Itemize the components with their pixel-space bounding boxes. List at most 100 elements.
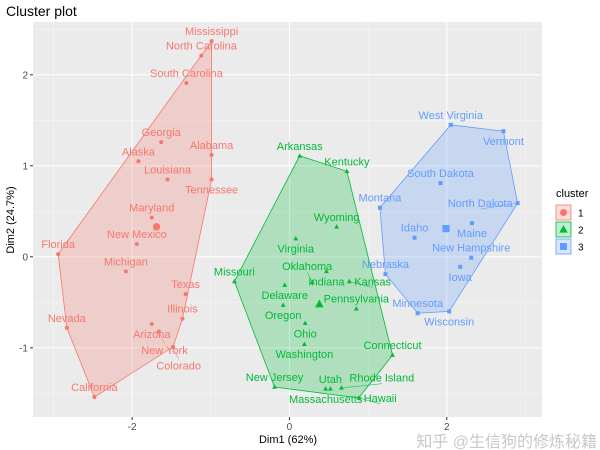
- point-marker: [282, 282, 288, 287]
- point-marker: [469, 221, 474, 226]
- point-marker: [165, 177, 170, 182]
- point-label: Idaho: [401, 223, 429, 235]
- y-tick-label: 1: [22, 161, 28, 172]
- point-marker: [346, 278, 352, 284]
- point-label: Washington: [276, 349, 334, 361]
- point-marker: [293, 236, 299, 241]
- label-leader-line: [480, 202, 518, 210]
- point-marker: [209, 152, 214, 157]
- cluster-3-centroid: [442, 225, 450, 233]
- legend-key-2-icon: [559, 224, 568, 233]
- label-leader-line: [172, 346, 179, 360]
- point-label: Colorado: [156, 360, 201, 372]
- point-label: Nevada: [48, 313, 87, 325]
- point-label: North Dakota: [448, 198, 514, 210]
- point-label: South Dakota: [407, 168, 475, 180]
- grid: [33, 22, 542, 417]
- point-marker: [134, 242, 139, 247]
- point-label: Connecticut: [363, 340, 421, 352]
- point-marker: [353, 306, 359, 311]
- point-marker: [209, 177, 214, 182]
- point-label: Tennessee: [185, 184, 238, 196]
- label-leader-line: [341, 383, 382, 389]
- point-marker: [272, 384, 277, 389]
- label-leader-line: [158, 331, 165, 345]
- legend-label: 3: [578, 243, 584, 254]
- axis-ticks: -2 0 2 -1 0 1 2: [19, 70, 450, 433]
- legend-key-3-icon: [560, 243, 567, 250]
- point-marker: [184, 80, 189, 85]
- point-marker: [136, 159, 141, 164]
- point-label: Ohio: [294, 328, 317, 340]
- point-label: Kentucky: [324, 156, 370, 168]
- point-label: South Carolina: [150, 68, 224, 80]
- point-marker: [123, 269, 128, 274]
- point-label: Oregon: [265, 310, 302, 322]
- legend: cluster 1 2 3: [555, 188, 589, 255]
- point-marker: [323, 386, 329, 391]
- point-label: North Carolina: [166, 41, 238, 53]
- point-label: Georgia: [142, 127, 182, 139]
- point-marker: [412, 235, 417, 240]
- point-label: Arkansas: [277, 141, 323, 153]
- point-marker: [302, 320, 308, 326]
- x-tick-label: 0: [287, 422, 293, 433]
- y-axis-label: Dim2 (24.7%): [5, 186, 17, 253]
- cluster-3-hull: [379, 124, 519, 314]
- legend-title: cluster: [556, 188, 589, 200]
- point-marker: [338, 385, 344, 390]
- point-label: Michigan: [104, 256, 148, 268]
- point-label: Utah: [319, 374, 342, 386]
- point-labels-layer: Mississippi North Carolina South Carolina G…: [41, 26, 524, 406]
- point-marker: [390, 352, 395, 357]
- point-marker: [209, 39, 214, 44]
- legend-label: 2: [578, 226, 584, 237]
- point-label: Alaska: [122, 146, 156, 158]
- point-label: Alabama: [190, 140, 234, 152]
- label-leader-line: [349, 281, 373, 288]
- point-marker: [327, 386, 333, 391]
- point-marker: [383, 272, 388, 277]
- point-marker: [438, 181, 443, 186]
- point-marker: [159, 140, 164, 145]
- point-label: Massachusetts: [289, 394, 363, 406]
- point-marker: [447, 309, 452, 314]
- point-label: Minnesota: [392, 298, 444, 310]
- point-label: New Jersey: [246, 372, 304, 384]
- point-marker: [183, 292, 188, 297]
- label-leader-line: [306, 272, 313, 283]
- point-marker: [458, 264, 463, 269]
- point-marker: [180, 316, 185, 321]
- cluster-2-centroid: [315, 299, 324, 308]
- point-marker: [56, 252, 61, 257]
- point-label: Texas: [171, 279, 200, 291]
- point-marker: [302, 341, 307, 346]
- point-marker: [64, 325, 69, 330]
- point-label: Indiana: [308, 276, 345, 288]
- point-label: Missouri: [214, 266, 255, 278]
- point-marker: [469, 255, 474, 260]
- point-label: Pennsylvania: [324, 294, 390, 306]
- cluster-hulls: [57, 39, 519, 399]
- y-tick-label: 0: [22, 252, 28, 263]
- x-tick-label: 2: [444, 422, 450, 433]
- y-tick-label: 2: [22, 70, 28, 81]
- plot-panel: [33, 22, 542, 417]
- point-label: Delaware: [262, 290, 308, 302]
- point-label: Iowa: [449, 272, 473, 284]
- y-tick-label: -1: [19, 343, 28, 354]
- point-marker: [415, 311, 420, 316]
- point-label: Rhode Island: [349, 373, 414, 385]
- x-axis-label: Dim1 (62%): [259, 434, 317, 446]
- point-marker: [334, 224, 340, 229]
- point-label: Virginia: [278, 244, 315, 256]
- point-label: Hawaii: [364, 393, 397, 405]
- point-label: Mississippi: [185, 26, 238, 38]
- point-marker: [356, 395, 362, 400]
- point-label: Maryland: [129, 203, 174, 215]
- point-marker: [448, 122, 453, 127]
- point-marker: [199, 53, 204, 58]
- point-label: Oklahoma: [282, 261, 333, 273]
- point-marker: [324, 268, 329, 274]
